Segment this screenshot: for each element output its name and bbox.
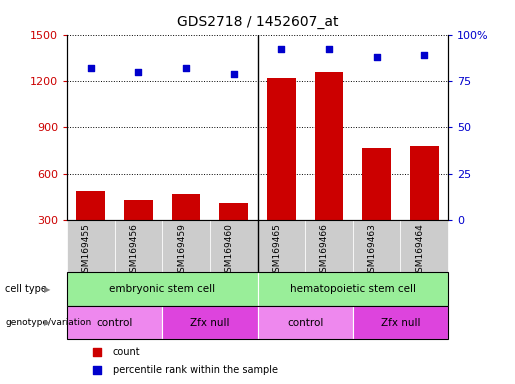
Bar [67,272,258,306]
Bar [401,220,448,272]
Bar [305,220,353,272]
Bar [76,191,105,267]
Bar [267,78,296,267]
Text: Zfx null: Zfx null [381,318,420,328]
Point [134,69,143,75]
Text: GSM169465: GSM169465 [272,223,281,278]
Point [87,65,95,71]
Text: genotype/variation: genotype/variation [5,318,91,327]
Point [93,367,101,373]
Point [325,46,333,53]
Text: control: control [287,318,323,328]
Text: hematopoietic stem cell: hematopoietic stem cell [290,284,416,294]
Bar [210,220,258,272]
Bar [162,220,210,272]
Text: GSM169456: GSM169456 [129,223,139,278]
Text: GSM169463: GSM169463 [368,223,376,278]
Text: GSM169464: GSM169464 [415,223,424,278]
Point [277,46,285,53]
Bar [162,306,258,339]
Bar [124,200,152,267]
Bar [353,306,448,339]
Bar [315,72,343,267]
Text: GSM169459: GSM169459 [177,223,186,278]
Bar [67,306,162,339]
Bar [171,194,200,267]
Text: GDS2718 / 1452607_at: GDS2718 / 1452607_at [177,15,338,29]
Text: embryonic stem cell: embryonic stem cell [109,284,215,294]
Bar [353,220,401,272]
Bar [258,272,448,306]
Text: percentile rank within the sample: percentile rank within the sample [113,365,278,375]
Text: control: control [96,318,133,328]
Bar [258,220,305,272]
Point [182,65,190,71]
Bar [258,306,353,339]
Point [420,52,428,58]
Text: GSM169455: GSM169455 [82,223,91,278]
Text: GSM169466: GSM169466 [320,223,329,278]
Text: cell type: cell type [5,284,47,294]
Bar [114,220,162,272]
Point [372,54,381,60]
Text: Zfx null: Zfx null [190,318,230,328]
Bar [410,146,439,267]
Bar [67,220,115,272]
Text: ▶: ▶ [44,285,50,294]
Point [230,71,238,77]
Point [93,348,101,354]
Bar [219,204,248,267]
Text: count: count [113,346,140,357]
Text: GSM169460: GSM169460 [225,223,234,278]
Bar [363,147,391,267]
Text: ▶: ▶ [44,318,50,327]
